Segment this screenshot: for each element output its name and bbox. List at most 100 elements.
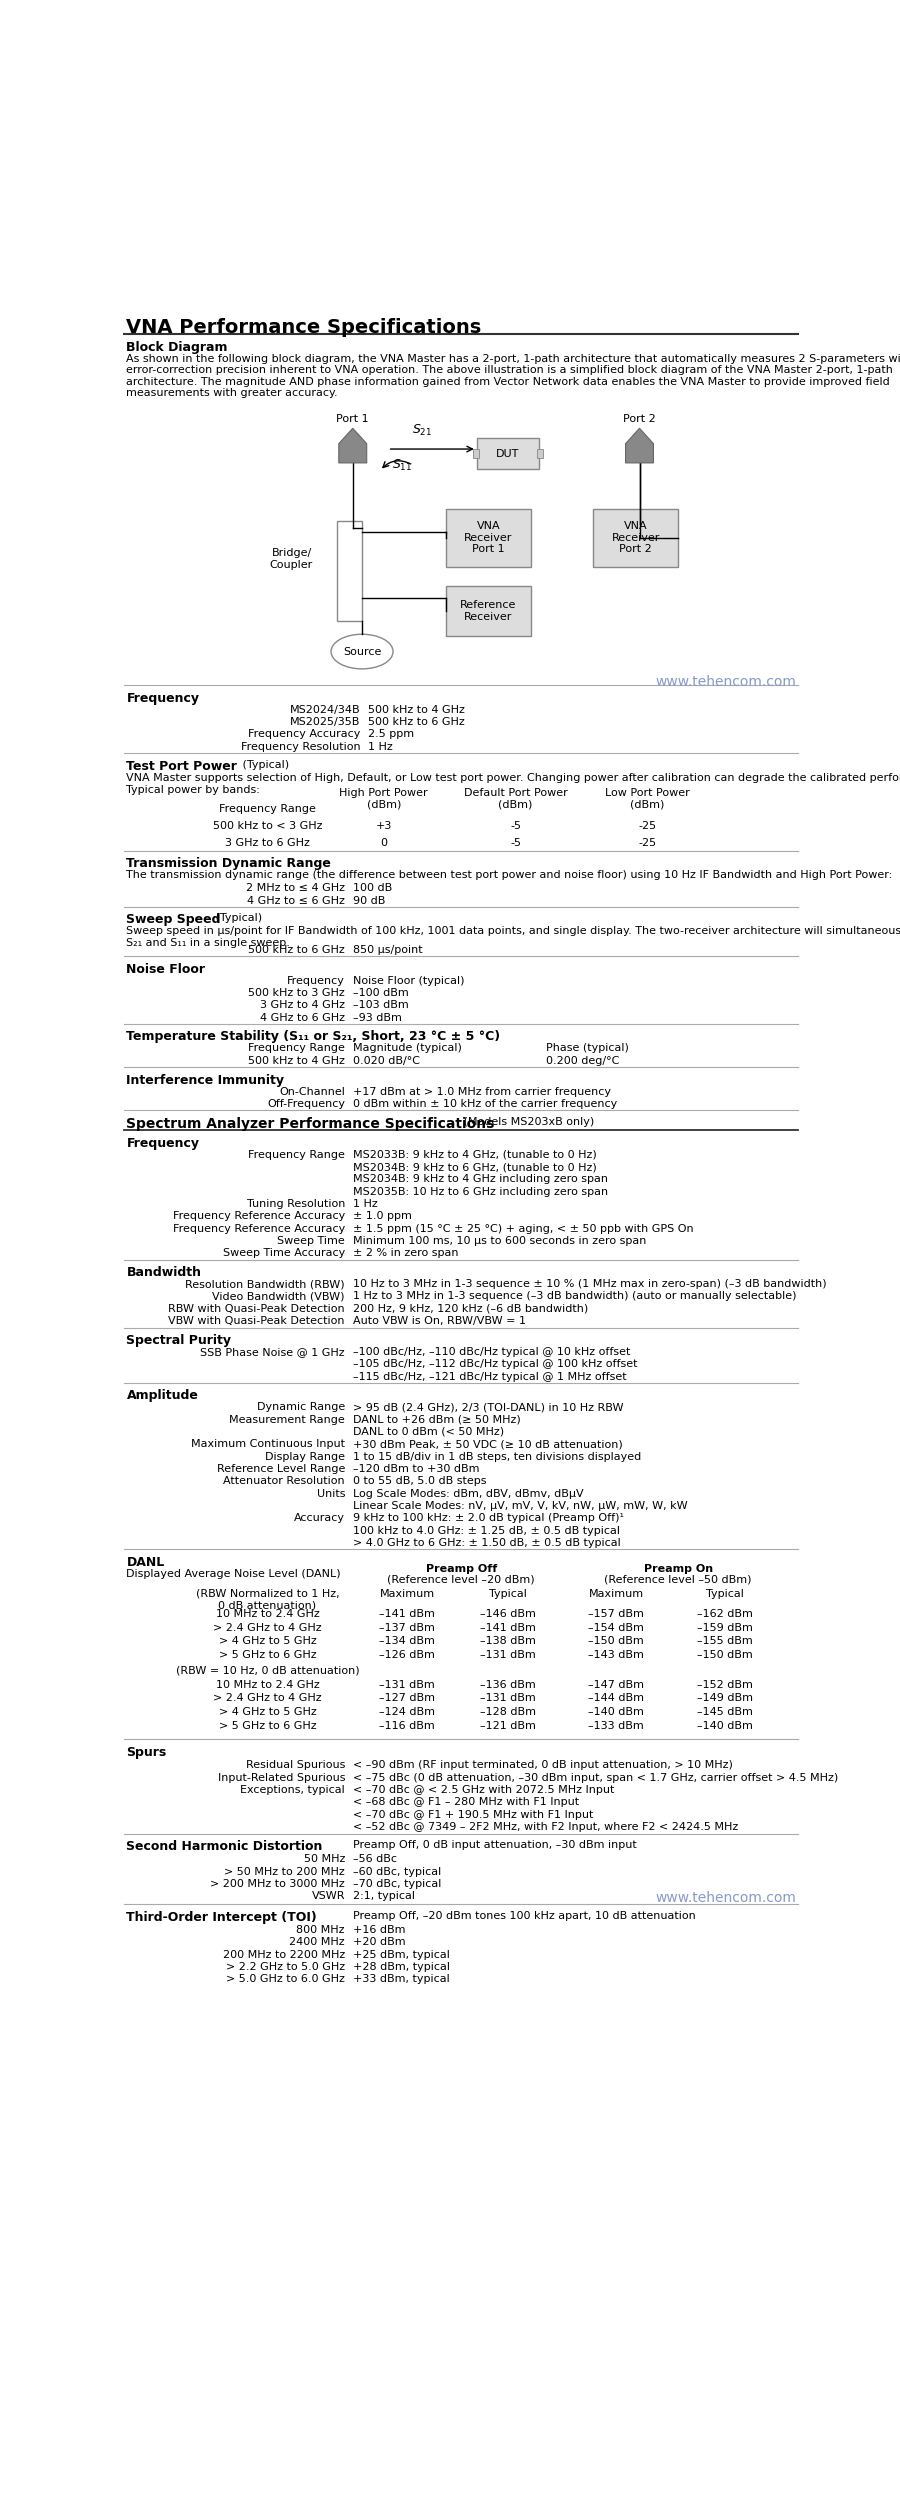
Text: > 5.0 GHz to 6.0 GHz: > 5.0 GHz to 6.0 GHz xyxy=(226,1975,345,1985)
Text: > 2.4 GHz to 4 GHz: > 2.4 GHz to 4 GHz xyxy=(213,1621,322,1632)
Text: –134 dBm: –134 dBm xyxy=(379,1637,435,1647)
Text: –141 dBm: –141 dBm xyxy=(379,1609,435,1619)
Text: 500 kHz to 6 GHz: 500 kHz to 6 GHz xyxy=(248,944,345,954)
Text: –159 dBm: –159 dBm xyxy=(697,1621,752,1632)
Text: 100 dB: 100 dB xyxy=(353,884,392,894)
Text: –93 dBm: –93 dBm xyxy=(353,1012,401,1022)
Text: Bandwidth: Bandwidth xyxy=(126,1265,202,1280)
Text: 1 Hz to 3 MHz in 1-3 sequence (–3 dB bandwidth) (auto or manually selectable): 1 Hz to 3 MHz in 1-3 sequence (–3 dB ban… xyxy=(353,1293,796,1300)
Text: –70 dBc, typical: –70 dBc, typical xyxy=(353,1880,441,1890)
Text: Frequency Resolution: Frequency Resolution xyxy=(241,740,361,750)
Text: –100 dBm: –100 dBm xyxy=(353,989,409,999)
Text: –103 dBm: –103 dBm xyxy=(353,1001,409,1012)
Text: –138 dBm: –138 dBm xyxy=(480,1637,536,1647)
Text: VSWR: VSWR xyxy=(311,1890,345,1900)
Text: Port 2: Port 2 xyxy=(623,414,656,424)
Text: 3 GHz to 6 GHz: 3 GHz to 6 GHz xyxy=(225,838,310,848)
Text: Frequency: Frequency xyxy=(126,693,200,705)
Text: Display Range: Display Range xyxy=(265,1451,345,1461)
Bar xyxy=(477,439,539,469)
Text: < –70 dBc @ F1 + 190.5 MHz with F1 Input: < –70 dBc @ F1 + 190.5 MHz with F1 Input xyxy=(353,1810,593,1820)
Text: Resolution Bandwidth (RBW): Resolution Bandwidth (RBW) xyxy=(185,1280,345,1290)
Text: Amplitude: Amplitude xyxy=(126,1388,198,1403)
Text: 200 Hz, 9 kHz, 120 kHz (–6 dB bandwidth): 200 Hz, 9 kHz, 120 kHz (–6 dB bandwidth) xyxy=(353,1303,588,1313)
Text: –162 dBm: –162 dBm xyxy=(697,1609,752,1619)
Text: –154 dBm: –154 dBm xyxy=(589,1621,644,1632)
Text: www.tehencom.com: www.tehencom.com xyxy=(655,1890,796,1905)
Text: –105 dBc/Hz, –112 dBc/Hz typical @ 100 kHz offset: –105 dBc/Hz, –112 dBc/Hz typical @ 100 k… xyxy=(353,1360,637,1368)
Text: Preamp Off, –20 dBm tones 100 kHz apart, 10 dB attenuation: Preamp Off, –20 dBm tones 100 kHz apart,… xyxy=(353,1910,696,1920)
Text: Transmission Dynamic Range: Transmission Dynamic Range xyxy=(126,856,331,871)
Text: (Reference level –50 dBm): (Reference level –50 dBm) xyxy=(605,1574,752,1584)
Text: $S_{11}$: $S_{11}$ xyxy=(392,457,411,472)
Text: Frequency: Frequency xyxy=(287,976,345,986)
Text: Reference Level Range: Reference Level Range xyxy=(217,1463,345,1473)
Text: –157 dBm: –157 dBm xyxy=(589,1609,644,1619)
Text: Spectrum Analyzer Performance Specifications: Spectrum Analyzer Performance Specificat… xyxy=(126,1117,495,1130)
Text: –146 dBm: –146 dBm xyxy=(480,1609,536,1619)
Text: 500 kHz to 4 GHz: 500 kHz to 4 GHz xyxy=(368,705,465,715)
Text: +30 dBm Peak, ± 50 VDC (≥ 10 dB attenuation): +30 dBm Peak, ± 50 VDC (≥ 10 dB attenuat… xyxy=(353,1438,623,1448)
Text: –141 dBm: –141 dBm xyxy=(480,1621,536,1632)
Text: -25: -25 xyxy=(638,838,656,848)
Text: Port 1: Port 1 xyxy=(337,414,369,424)
Text: < –75 dBc (0 dB attenuation, –30 dBm input, span < 1.7 GHz, carrier offset > 4.5: < –75 dBc (0 dB attenuation, –30 dBm inp… xyxy=(353,1772,838,1782)
Text: 100 kHz to 4.0 GHz: ± 1.25 dB, ± 0.5 dB typical: 100 kHz to 4.0 GHz: ± 1.25 dB, ± 0.5 dB … xyxy=(353,1526,620,1536)
Text: –120 dBm to +30 dBm: –120 dBm to +30 dBm xyxy=(353,1463,479,1473)
Text: 9 kHz to 100 kHz: ± 2.0 dB typical (Preamp Off)¹: 9 kHz to 100 kHz: ± 2.0 dB typical (Prea… xyxy=(353,1514,624,1524)
Text: Frequency Reference Accuracy: Frequency Reference Accuracy xyxy=(173,1212,345,1222)
Text: Maximum Continuous Input: Maximum Continuous Input xyxy=(191,1438,345,1448)
Bar xyxy=(472,449,479,459)
Text: 1 to 15 dB/div in 1 dB steps, ten divisions displayed: 1 to 15 dB/div in 1 dB steps, ten divisi… xyxy=(353,1451,641,1461)
Text: > 2.4 GHz to 4 GHz: > 2.4 GHz to 4 GHz xyxy=(213,1694,322,1704)
Text: (RBW = 10 Hz, 0 dB attenuation): (RBW = 10 Hz, 0 dB attenuation) xyxy=(176,1667,359,1677)
Text: < –70 dBc @ < 2.5 GHz with 2072.5 MHz Input: < –70 dBc @ < 2.5 GHz with 2072.5 MHz In… xyxy=(353,1785,614,1795)
Text: < –68 dBc @ F1 – 280 MHz with F1 Input: < –68 dBc @ F1 – 280 MHz with F1 Input xyxy=(353,1797,579,1807)
Text: Log Scale Modes: dBm, dBV, dBmv, dBμV: Log Scale Modes: dBm, dBV, dBmv, dBμV xyxy=(353,1488,583,1498)
Text: 3 GHz to 4 GHz: 3 GHz to 4 GHz xyxy=(260,1001,345,1012)
Text: (Typical): (Typical) xyxy=(238,761,289,771)
Text: 800 MHz: 800 MHz xyxy=(296,1925,345,1935)
Text: Default Port Power
(dBm): Default Port Power (dBm) xyxy=(464,788,567,808)
Text: < –52 dBc @ 7349 – 2F2 MHz, with F2 Input, where F2 < 2424.5 MHz: < –52 dBc @ 7349 – 2F2 MHz, with F2 Inpu… xyxy=(353,1822,738,1832)
Text: –140 dBm: –140 dBm xyxy=(589,1707,644,1717)
Text: High Port Power
(dBm): High Port Power (dBm) xyxy=(339,788,428,808)
Text: 2400 MHz: 2400 MHz xyxy=(290,1938,345,1948)
Text: –155 dBm: –155 dBm xyxy=(697,1637,752,1647)
Text: Accuracy: Accuracy xyxy=(294,1514,345,1524)
Text: 10 MHz to 2.4 GHz: 10 MHz to 2.4 GHz xyxy=(216,1609,320,1619)
Text: Sweep Time Accuracy: Sweep Time Accuracy xyxy=(223,1247,345,1258)
Text: MS2035B: 10 Hz to 6 GHz including zero span: MS2035B: 10 Hz to 6 GHz including zero s… xyxy=(353,1187,608,1197)
Polygon shape xyxy=(626,429,653,462)
Text: Typical: Typical xyxy=(706,1589,743,1599)
Bar xyxy=(593,510,679,567)
Text: –131 dBm: –131 dBm xyxy=(480,1649,536,1659)
Text: Sweep speed in μs/point for IF Bandwidth of 100 kHz, 1001 data points, and singl: Sweep speed in μs/point for IF Bandwidth… xyxy=(126,926,900,949)
Text: +28 dBm, typical: +28 dBm, typical xyxy=(353,1963,450,1973)
Text: Phase (typical): Phase (typical) xyxy=(546,1044,629,1054)
Text: Typical: Typical xyxy=(489,1589,526,1599)
Text: –149 dBm: –149 dBm xyxy=(697,1694,752,1704)
Text: +17 dBm at > 1.0 MHz from carrier frequency: +17 dBm at > 1.0 MHz from carrier freque… xyxy=(353,1087,611,1097)
Text: -5: -5 xyxy=(510,821,521,831)
Text: 500 kHz to 3 GHz: 500 kHz to 3 GHz xyxy=(248,989,345,999)
Text: Attenuator Resolution: Attenuator Resolution xyxy=(223,1476,345,1486)
Text: Source: Source xyxy=(343,648,382,658)
Text: 10 Hz to 3 MHz in 1-3 sequence ± 10 % (1 MHz max in zero-span) (–3 dB bandwidth): 10 Hz to 3 MHz in 1-3 sequence ± 10 % (1… xyxy=(353,1280,826,1290)
Text: –147 dBm: –147 dBm xyxy=(589,1679,644,1689)
Text: > 5 GHz to 6 GHz: > 5 GHz to 6 GHz xyxy=(219,1722,316,1732)
Text: > 2.2 GHz to 5.0 GHz: > 2.2 GHz to 5.0 GHz xyxy=(226,1963,345,1973)
Text: DUT: DUT xyxy=(496,449,519,459)
Text: The transmission dynamic range (the difference between test port power and noise: The transmission dynamic range (the diff… xyxy=(126,871,893,881)
Text: Low Port Power
(dBm): Low Port Power (dBm) xyxy=(605,788,689,808)
Text: (Reference level –20 dBm): (Reference level –20 dBm) xyxy=(387,1574,536,1584)
Text: (RBW Normalized to 1 Hz,
0 dB attenuation): (RBW Normalized to 1 Hz, 0 dB attenuatio… xyxy=(195,1589,339,1611)
Text: > 4.0 GHz to 6 GHz: ± 1.50 dB, ± 0.5 dB typical: > 4.0 GHz to 6 GHz: ± 1.50 dB, ± 0.5 dB … xyxy=(353,1539,620,1549)
Text: 50 MHz: 50 MHz xyxy=(303,1855,345,1865)
Text: > 50 MHz to 200 MHz: > 50 MHz to 200 MHz xyxy=(224,1867,345,1877)
Text: Frequency Accuracy: Frequency Accuracy xyxy=(248,730,361,740)
Text: –127 dBm: –127 dBm xyxy=(379,1694,435,1704)
Text: 90 dB: 90 dB xyxy=(353,896,385,906)
Text: -25: -25 xyxy=(638,821,656,831)
Text: MS2034B: 9 kHz to 6 GHz, (tunable to 0 Hz): MS2034B: 9 kHz to 6 GHz, (tunable to 0 H… xyxy=(353,1162,597,1172)
